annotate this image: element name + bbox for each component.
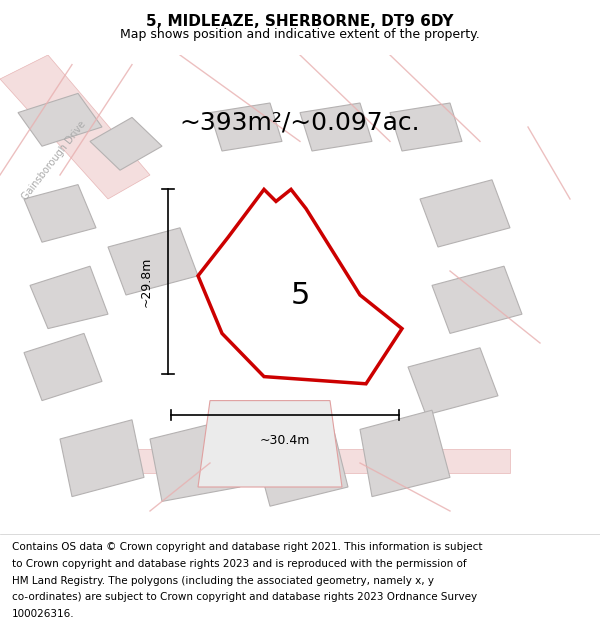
Polygon shape — [420, 180, 510, 247]
Polygon shape — [432, 266, 522, 333]
Polygon shape — [108, 228, 198, 295]
Polygon shape — [18, 93, 102, 146]
Text: 5, MIDLEAZE, SHERBORNE, DT9 6DY: 5, MIDLEAZE, SHERBORNE, DT9 6DY — [146, 14, 454, 29]
Polygon shape — [210, 103, 282, 151]
Polygon shape — [24, 333, 102, 401]
Polygon shape — [198, 189, 402, 384]
Polygon shape — [90, 118, 162, 170]
Polygon shape — [60, 420, 144, 497]
Polygon shape — [90, 449, 510, 472]
Polygon shape — [390, 103, 462, 151]
Text: ~29.8m: ~29.8m — [140, 257, 153, 307]
Polygon shape — [150, 420, 240, 501]
Text: co-ordinates) are subject to Crown copyright and database rights 2023 Ordnance S: co-ordinates) are subject to Crown copyr… — [12, 592, 477, 602]
Polygon shape — [228, 238, 330, 314]
Text: Gainsborough Drive: Gainsborough Drive — [20, 119, 88, 202]
Polygon shape — [24, 184, 96, 242]
Text: ~393m²/~0.097ac.: ~393m²/~0.097ac. — [179, 110, 421, 134]
Polygon shape — [408, 348, 498, 415]
Text: Contains OS data © Crown copyright and database right 2021. This information is : Contains OS data © Crown copyright and d… — [12, 542, 482, 552]
Text: HM Land Registry. The polygons (including the associated geometry, namely x, y: HM Land Registry. The polygons (includin… — [12, 576, 434, 586]
Polygon shape — [360, 410, 450, 497]
Polygon shape — [300, 103, 372, 151]
Text: 100026316.: 100026316. — [12, 609, 74, 619]
Text: Map shows position and indicative extent of the property.: Map shows position and indicative extent… — [120, 28, 480, 41]
Polygon shape — [198, 401, 342, 487]
Polygon shape — [252, 415, 348, 506]
Polygon shape — [0, 55, 150, 199]
Text: to Crown copyright and database rights 2023 and is reproduced with the permissio: to Crown copyright and database rights 2… — [12, 559, 467, 569]
Polygon shape — [30, 266, 108, 329]
Text: 5: 5 — [290, 281, 310, 309]
Text: ~30.4m: ~30.4m — [260, 434, 310, 447]
